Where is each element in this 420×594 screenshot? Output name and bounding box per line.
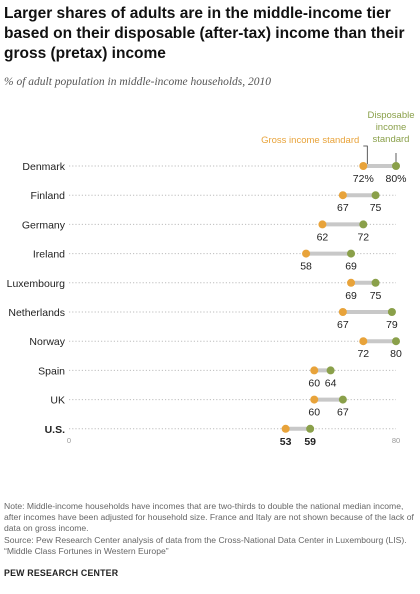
chart-title: Larger shares of adults are in the middl… bbox=[4, 5, 405, 62]
gross-value-label: 72 bbox=[357, 348, 369, 360]
gross-dot bbox=[347, 278, 356, 287]
disposable-dot bbox=[359, 220, 368, 229]
report-title: “Middle Class Fortunes in Western Europe… bbox=[4, 545, 169, 556]
note-text: Note: Middle-income households have inco… bbox=[4, 501, 414, 534]
gross-dot bbox=[310, 366, 319, 375]
country-label: Norway bbox=[29, 336, 65, 348]
legend-disposable-label: standard bbox=[373, 134, 410, 145]
gross-dot bbox=[338, 308, 347, 316]
legend-disposable-label: income bbox=[376, 122, 407, 133]
gross-value-label: 69 bbox=[345, 290, 357, 302]
axis-tick-label: 80 bbox=[392, 436, 400, 445]
gross-value-label: 67 bbox=[337, 319, 349, 331]
gross-dot bbox=[318, 220, 327, 229]
gross-dot bbox=[310, 395, 319, 404]
country-label: UK bbox=[50, 395, 65, 407]
country-label: Ireland bbox=[33, 249, 65, 261]
disposable-value-label: 59 bbox=[304, 436, 316, 445]
gross-dot bbox=[338, 191, 347, 200]
disposable-value-label: 75 bbox=[370, 202, 382, 214]
disposable-value-label: 80 bbox=[390, 348, 402, 360]
country-label: Spain bbox=[38, 365, 65, 377]
disposable-dot bbox=[306, 424, 315, 433]
disposable-dot bbox=[326, 366, 335, 375]
country-label: U.S. bbox=[45, 424, 66, 436]
brand-logo-text: PEW RESEARCH CENTER bbox=[4, 568, 119, 578]
gross-value-label: 60 bbox=[308, 407, 320, 419]
disposable-dot bbox=[387, 308, 396, 316]
gross-dot bbox=[281, 424, 290, 433]
disposable-dot bbox=[371, 191, 380, 200]
gross-value-label: 67 bbox=[337, 202, 349, 214]
gross-value-label: 53 bbox=[280, 436, 292, 445]
country-label: Denmark bbox=[22, 161, 65, 173]
disposable-value-label: 75 bbox=[370, 290, 382, 302]
notes-block: Note: Middle-income households have inco… bbox=[4, 501, 416, 557]
legend-disposable-label: Disposable bbox=[368, 110, 415, 121]
country-label: Netherlands bbox=[8, 307, 65, 319]
disposable-dot bbox=[371, 278, 380, 287]
disposable-value-label: 69 bbox=[345, 261, 357, 273]
disposable-value-label: 79 bbox=[386, 319, 398, 331]
gross-dot bbox=[359, 162, 368, 170]
legend-gross-leader bbox=[363, 145, 368, 164]
axis-tick-label: 0 bbox=[67, 436, 71, 445]
disposable-value-label: 80% bbox=[385, 173, 406, 185]
disposable-value-label: 67 bbox=[337, 407, 349, 419]
disposable-dot bbox=[392, 162, 400, 170]
disposable-dot bbox=[392, 337, 400, 346]
gross-value-label: 72% bbox=[353, 173, 374, 185]
gross-value-label: 60 bbox=[308, 377, 320, 389]
gross-dot bbox=[359, 337, 368, 346]
country-label: Luxembourg bbox=[7, 278, 66, 290]
chart-subtitle: % of adult population in middle-income h… bbox=[4, 76, 272, 88]
country-label: Germany bbox=[22, 219, 66, 231]
gross-value-label: 62 bbox=[317, 231, 329, 243]
disposable-value-label: 64 bbox=[325, 377, 337, 389]
legend-gross-label: Gross income standard bbox=[261, 135, 359, 146]
disposable-value-label: 72 bbox=[357, 231, 369, 243]
disposable-dot bbox=[338, 395, 347, 404]
source-text: Source: Pew Research Center analysis of … bbox=[4, 534, 407, 545]
gross-dot bbox=[302, 249, 311, 258]
dot-plot-chart: Gross income standard Disposableincomesta… bbox=[7, 110, 415, 445]
disposable-dot bbox=[347, 249, 356, 258]
country-label: Finland bbox=[31, 190, 66, 202]
gross-value-label: 58 bbox=[300, 261, 312, 273]
